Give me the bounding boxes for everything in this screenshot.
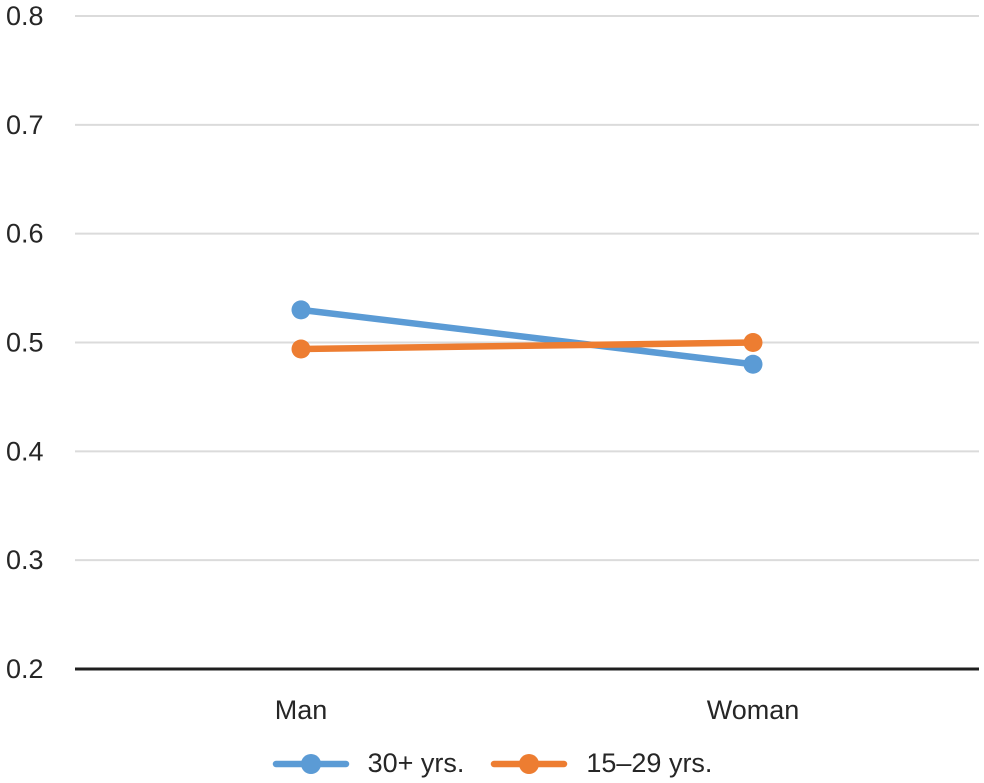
- y-tick-label: 0.3: [6, 545, 44, 575]
- legend-item-15-29-yrs: 15–29 yrs.: [490, 748, 712, 779]
- line-circle-marker-icon: [491, 753, 568, 774]
- series-line: [297, 339, 757, 353]
- plot-area: 0.2 0.3 0.4 0.5 0.6 0.7 0.8 Man Woman: [6, 1, 979, 725]
- y-tick-label: 0.2: [6, 654, 44, 684]
- data-point-marker: [743, 354, 763, 374]
- legend: 30+ yrs. 15–29 yrs.: [0, 748, 984, 779]
- line-circle-marker-icon: [272, 753, 349, 774]
- data-point-marker: [291, 339, 311, 359]
- y-tick-label: 0.6: [6, 219, 44, 249]
- y-tick-label: 0.5: [6, 328, 44, 358]
- legend-item-30plus-yrs: 30+ yrs.: [272, 748, 465, 779]
- x-tick-label: Woman: [707, 695, 800, 725]
- x-tick-label: Man: [275, 695, 328, 725]
- y-tick-label: 0.8: [6, 1, 44, 31]
- data-point-marker: [743, 333, 763, 352]
- y-tick-label: 0.4: [6, 436, 44, 466]
- legend-label: 15–29 yrs.: [586, 748, 713, 778]
- series-line: [297, 306, 757, 368]
- legend-label: 30+ yrs.: [367, 748, 465, 778]
- data-point-marker: [291, 300, 311, 320]
- y-tick-label: 0.7: [6, 110, 44, 140]
